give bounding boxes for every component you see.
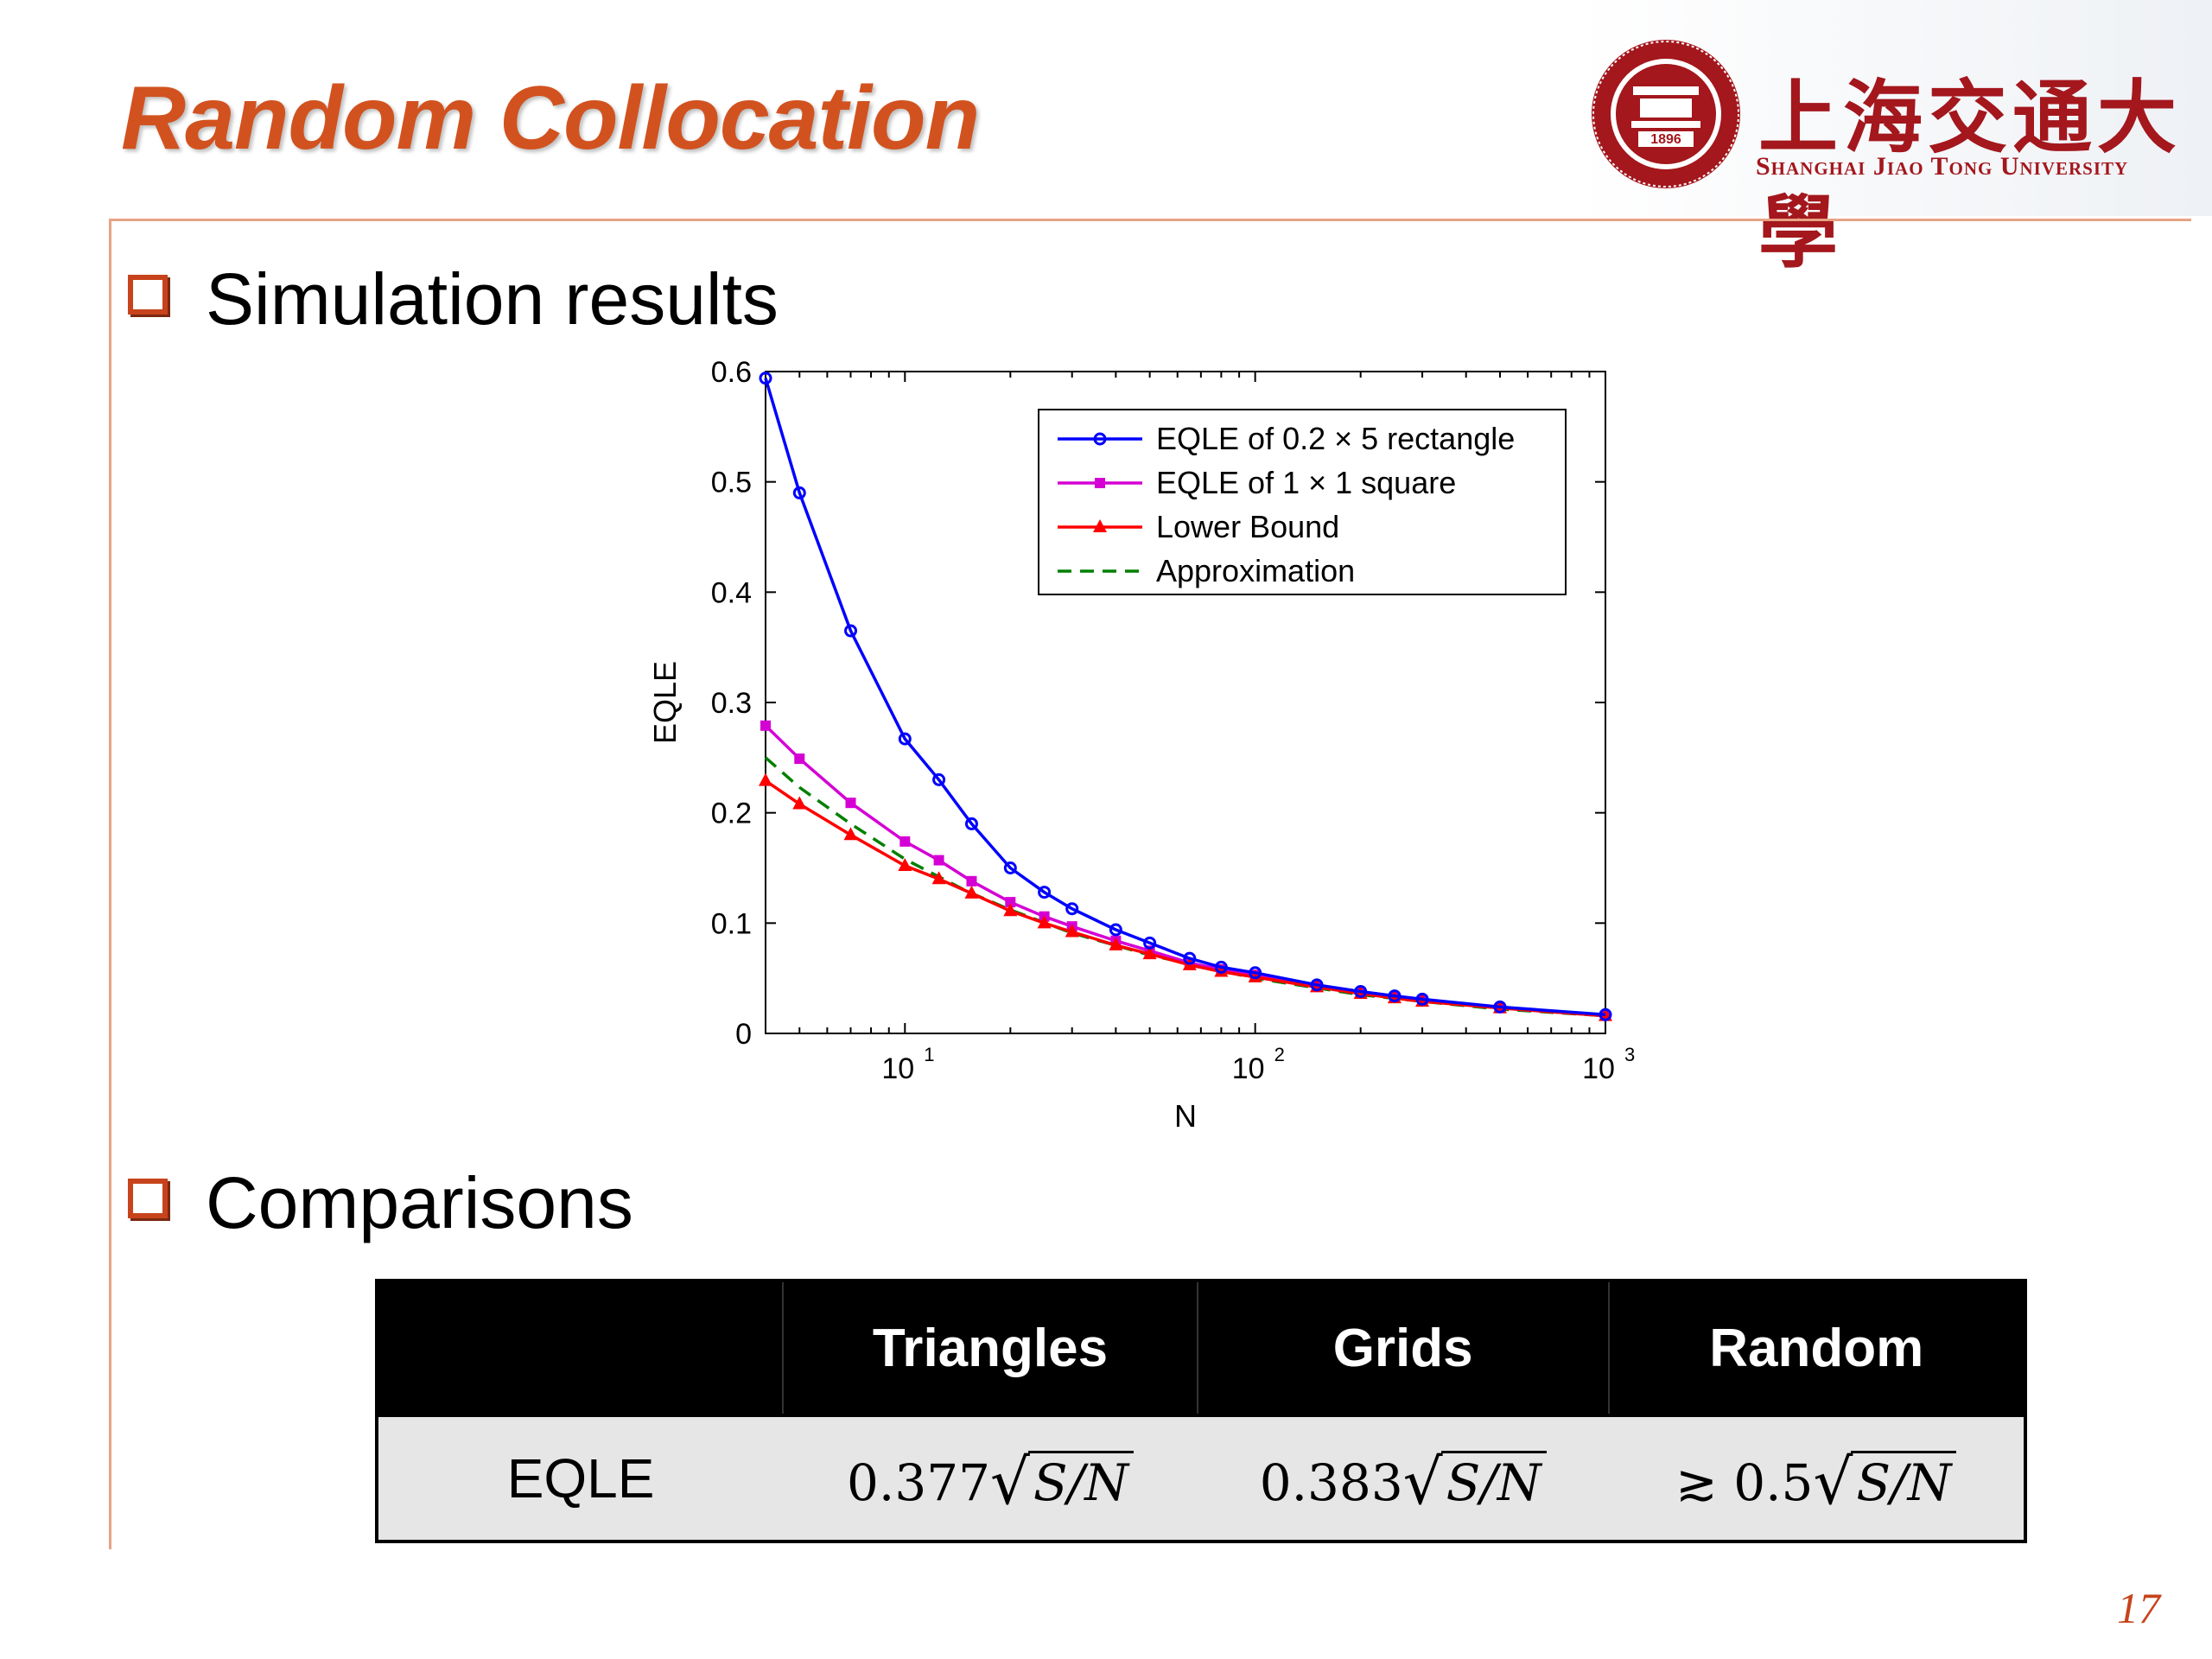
bullet-simulation-results: Simulation results (206, 258, 779, 340)
data-point (844, 624, 858, 638)
data-point (845, 798, 856, 809)
data-point (1109, 923, 1122, 937)
data-point (964, 817, 978, 830)
data-point (1214, 963, 1229, 977)
eqle-chart-svg: 0 0.1 0.2 0.3 0.4 0.5 0.6 10 1 10 2 10 3 N EQLE EQLE of… (647, 356, 1635, 1134)
y-tick-label: 0.2 (711, 798, 752, 830)
table-cell-grids: 0.383√S/N (1197, 1414, 1609, 1541)
bullet-comparisons: Comparisons (206, 1162, 633, 1243)
x-axis-label: N (1174, 1098, 1197, 1134)
page-number: 17 (2117, 1584, 2160, 1632)
data-point (1183, 951, 1197, 965)
eqle-chart: 0 0.1 0.2 0.3 0.4 0.5 0.6 10 1 10 2 10 3 N EQLE EQLE of… (605, 346, 1711, 1141)
data-point (1388, 989, 1402, 1003)
coef-grids: 0.383 (1259, 1453, 1403, 1512)
table-header-grids: Grids (1196, 1281, 1610, 1415)
left-rule (109, 219, 111, 1549)
seal-year: 1896 (1650, 132, 1681, 147)
data-point (759, 772, 772, 786)
data-point (1249, 966, 1262, 980)
y-tick-label: 0.1 (711, 907, 752, 940)
data-point (760, 720, 771, 731)
bullet-box-icon (128, 1179, 168, 1218)
bullet-box-icon (128, 275, 168, 315)
data-point (1093, 519, 1107, 532)
data-point (1415, 992, 1429, 1006)
y-tick-label: 0.5 (711, 467, 752, 499)
legend-label: EQLE of 0.2 × 5 rectangle (1156, 421, 1515, 456)
legend-label: EQLE of 1 × 1 square (1156, 465, 1456, 500)
logo-english-name: Shanghai Jiao Tong University (1756, 152, 2129, 181)
y-tick-label: 0 (735, 1018, 752, 1051)
data-point (1310, 978, 1324, 992)
header-rule (109, 219, 2191, 221)
data-point (898, 732, 912, 746)
data-point (898, 857, 912, 871)
x-tick-exponent: 1 (924, 1044, 934, 1065)
table-row-label: EQLE (377, 1414, 784, 1541)
x-tick-label: 10 (1232, 1052, 1265, 1085)
y-axis-label: EQLE (647, 661, 683, 744)
y-tick-label: 0.6 (711, 356, 752, 389)
coef-triangles: 0.377 (846, 1453, 991, 1512)
data-point (794, 753, 805, 765)
table-header-triangles: Triangles (782, 1281, 1198, 1415)
data-point (1354, 984, 1368, 998)
radicand-grids: S/N (1440, 1451, 1547, 1512)
data-point (1214, 960, 1228, 974)
y-tick-label: 0.3 (711, 687, 752, 720)
data-point (933, 855, 944, 866)
x-tick-exponent: 3 (1624, 1044, 1635, 1065)
data-point (964, 885, 979, 899)
table-cell-random: ≳ 0.5√S/N (1608, 1414, 2025, 1541)
radicand-triangles: S/N (1027, 1451, 1134, 1512)
data-point (792, 486, 806, 499)
data-point (1003, 903, 1018, 917)
data-point (1038, 886, 1052, 899)
data-point (1143, 936, 1157, 950)
data-point (1493, 1000, 1507, 1014)
table-cell-triangles: 0.377√S/N (783, 1414, 1198, 1541)
table-header-row: Triangles Grids Random (375, 1281, 2027, 1415)
coef-random: 0.5 (1733, 1453, 1814, 1512)
comparison-table: Triangles Grids Random EQLE 0.377√S/N 0.… (375, 1279, 2027, 1543)
data-point (843, 827, 858, 841)
data-point (792, 796, 807, 810)
legend-box (1038, 409, 1567, 595)
data-point (1093, 432, 1107, 446)
data-point (1005, 897, 1016, 908)
data-point (1095, 478, 1105, 488)
y-tick-label: 0.4 (711, 576, 752, 609)
data-point (1037, 915, 1052, 929)
data-point (1248, 969, 1262, 982)
data-point (759, 372, 772, 385)
x-tick-label: 10 (1582, 1052, 1615, 1085)
radicand-random: S/N (1851, 1451, 1957, 1512)
data-point (966, 875, 977, 887)
data-point (932, 772, 946, 786)
data-point (1003, 861, 1017, 874)
legend-label: Lower Bound (1156, 509, 1339, 544)
slide-title: Random Collocation (121, 68, 980, 168)
data-point (1065, 924, 1079, 938)
logo-chinese-name: 上海交通大學 (1758, 71, 2183, 279)
data-point (1065, 902, 1079, 916)
data-point (931, 871, 946, 885)
legend-label: Approximation (1156, 553, 1355, 588)
data-point (1599, 1007, 1612, 1021)
table-header-empty (375, 1281, 785, 1415)
prefix-random: ≳ (1675, 1453, 1734, 1512)
table-header-random: Random (1607, 1281, 2027, 1415)
x-tick-exponent: 2 (1274, 1044, 1285, 1065)
university-seal-icon: 1896 (1592, 40, 1740, 188)
data-point (1142, 946, 1157, 960)
data-point (899, 836, 911, 847)
table-row: EQLE 0.377√S/N 0.383√S/N ≳ 0.5√S/N (377, 1414, 2025, 1541)
x-tick-label: 10 (881, 1052, 914, 1085)
data-point (1109, 937, 1123, 950)
